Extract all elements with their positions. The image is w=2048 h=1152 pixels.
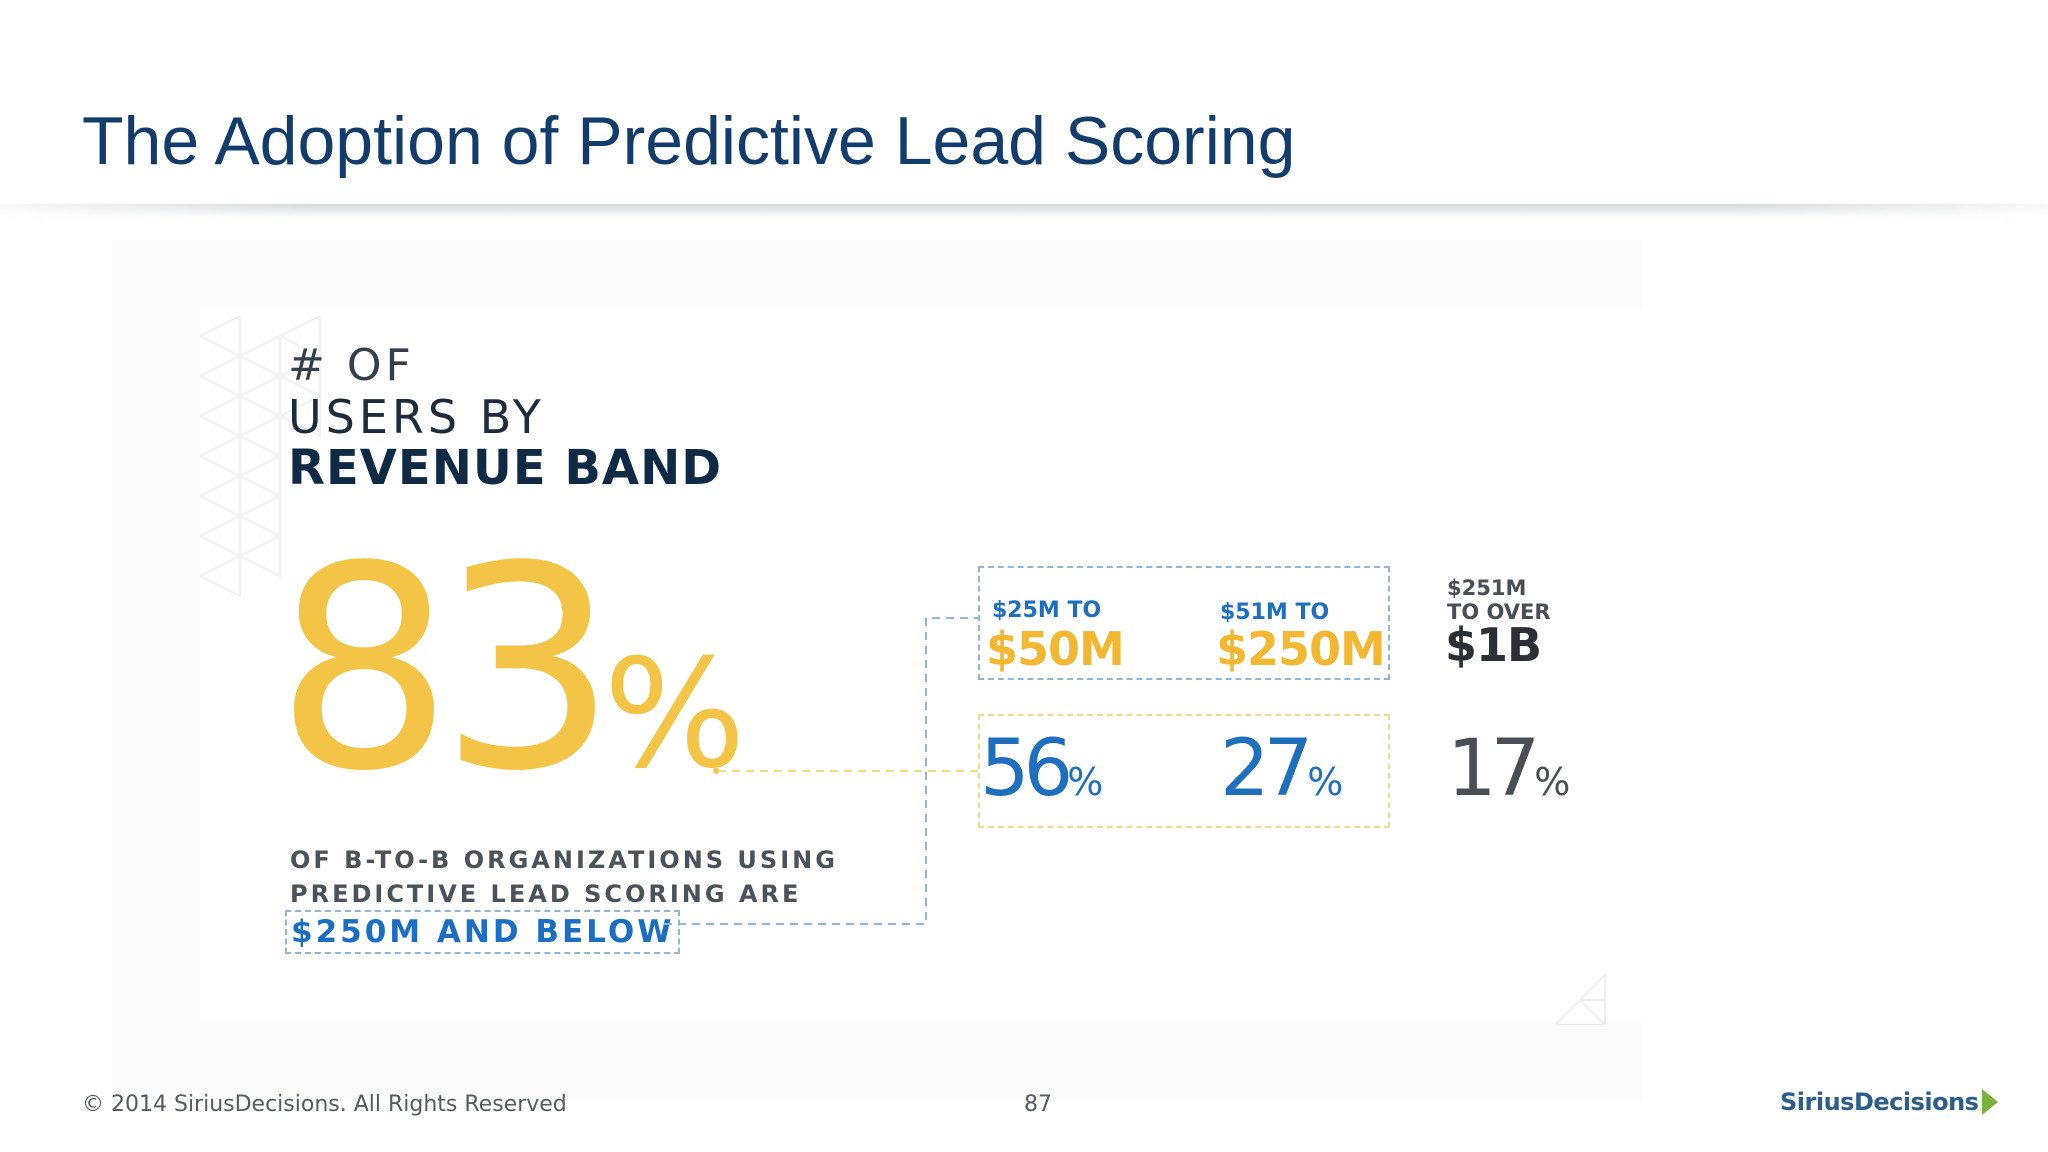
band-2-label-big: $250M — [1216, 622, 1386, 676]
band-percent-box — [978, 714, 1390, 828]
band-1-value: 56 — [980, 724, 1073, 814]
heading-line-3: REVENUE BAND — [288, 440, 723, 496]
description-line-2: PREDICTIVE LEAD SCORING ARE — [290, 880, 802, 908]
headline-unit: % — [603, 628, 746, 802]
band-1-percentage: 56% — [980, 730, 1103, 808]
description-highlight: $250M AND BELOW — [285, 910, 681, 954]
band-3-value: 17 — [1447, 724, 1540, 814]
footer-page-number: 87 — [1024, 1092, 1052, 1117]
band-3-percentage: 17% — [1447, 730, 1570, 808]
band-2-label-small: $51M TO — [1220, 600, 1330, 625]
headline-value: 83 — [275, 507, 617, 833]
band-2-unit: % — [1307, 760, 1343, 804]
band-2-percentage: 27% — [1220, 730, 1343, 808]
band-labels-box — [978, 566, 1390, 680]
title-divider — [0, 204, 2048, 222]
triangle-pattern-decoration-corner — [1553, 972, 1607, 1025]
band-1-label-small: $25M TO — [992, 598, 1102, 623]
heading-line-1: # OF — [288, 340, 415, 391]
company-logo: SiriusDecisions — [1780, 1088, 1999, 1116]
headline-percentage: 83% — [275, 530, 746, 810]
band-3-unit: % — [1534, 760, 1570, 804]
band-3-label-big: $1B — [1445, 618, 1542, 672]
heading-line-2: USERS BY — [288, 390, 545, 444]
logo-text: SiriusDecisions — [1780, 1088, 1979, 1116]
band-3-label-small-1: $251M — [1447, 576, 1527, 600]
footer-copyright: © 2014 SiriusDecisions. All Rights Reser… — [82, 1092, 567, 1117]
band-1-label-big: $50M — [986, 622, 1125, 676]
triangle-pattern-decoration — [200, 316, 321, 598]
band-2-value: 27 — [1220, 724, 1313, 814]
logo-arrow-icon — [1982, 1089, 1999, 1115]
description-line-1: OF B-TO-B ORGANIZATIONS USING — [290, 846, 838, 874]
band-3-label-small-2: TO OVER — [1447, 600, 1551, 624]
slide-title: The Adoption of Predictive Lead Scoring — [82, 103, 1296, 179]
band-1-unit: % — [1067, 760, 1103, 804]
